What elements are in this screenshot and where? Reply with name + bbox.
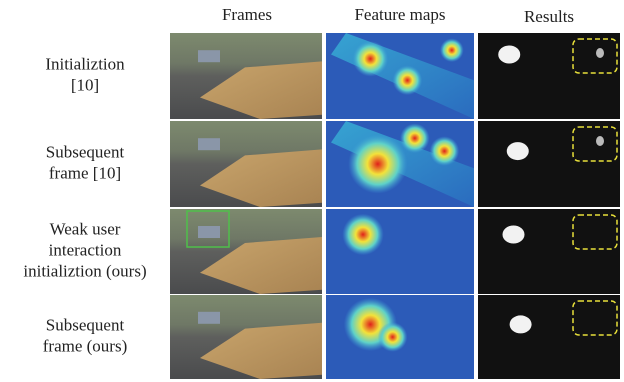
mask [503,226,525,244]
result-image [478,295,620,379]
feature-hotspot [378,322,408,352]
column-header: Results [524,7,574,26]
figure: Frames Feature maps Results Initializtio… [0,0,624,382]
row-label-line: Subsequent [46,142,125,161]
result-image [478,121,620,207]
vehicle [198,50,220,62]
feature-hotspot [440,38,464,62]
result-image [478,33,620,119]
feature-hotspot [400,123,430,153]
feature-hotspot [342,214,383,255]
feature-hotspot [353,41,389,77]
column-header: Frames [222,5,272,24]
row-labels: Initializtion [10] Subsequent frame [10] Wea… [23,54,146,355]
panels [170,33,620,379]
vehicle [198,138,220,150]
row-label-line: Weak user [50,219,121,238]
mask [510,315,532,333]
feature-hotspot [393,66,423,96]
mask-fragment [596,48,604,58]
mask-fragment [596,136,604,146]
row-label-line: initializtion (ours) [23,261,146,280]
row-label-line: [10] [71,75,99,94]
vehicle [198,226,220,238]
feature-hotspot [348,134,407,193]
result-image [478,209,620,294]
row-label-line: Initializtion [45,54,125,73]
row-label-line: interaction [49,240,122,259]
row-label-line: frame (ours) [43,336,128,355]
row-label-line: Subsequent [46,315,125,334]
vehicle [198,312,220,324]
feature-hotspot [430,136,460,166]
column-header: Feature maps [354,5,445,24]
row-label-line: frame [10] [49,163,121,182]
mask [507,142,529,160]
mask [498,46,520,64]
